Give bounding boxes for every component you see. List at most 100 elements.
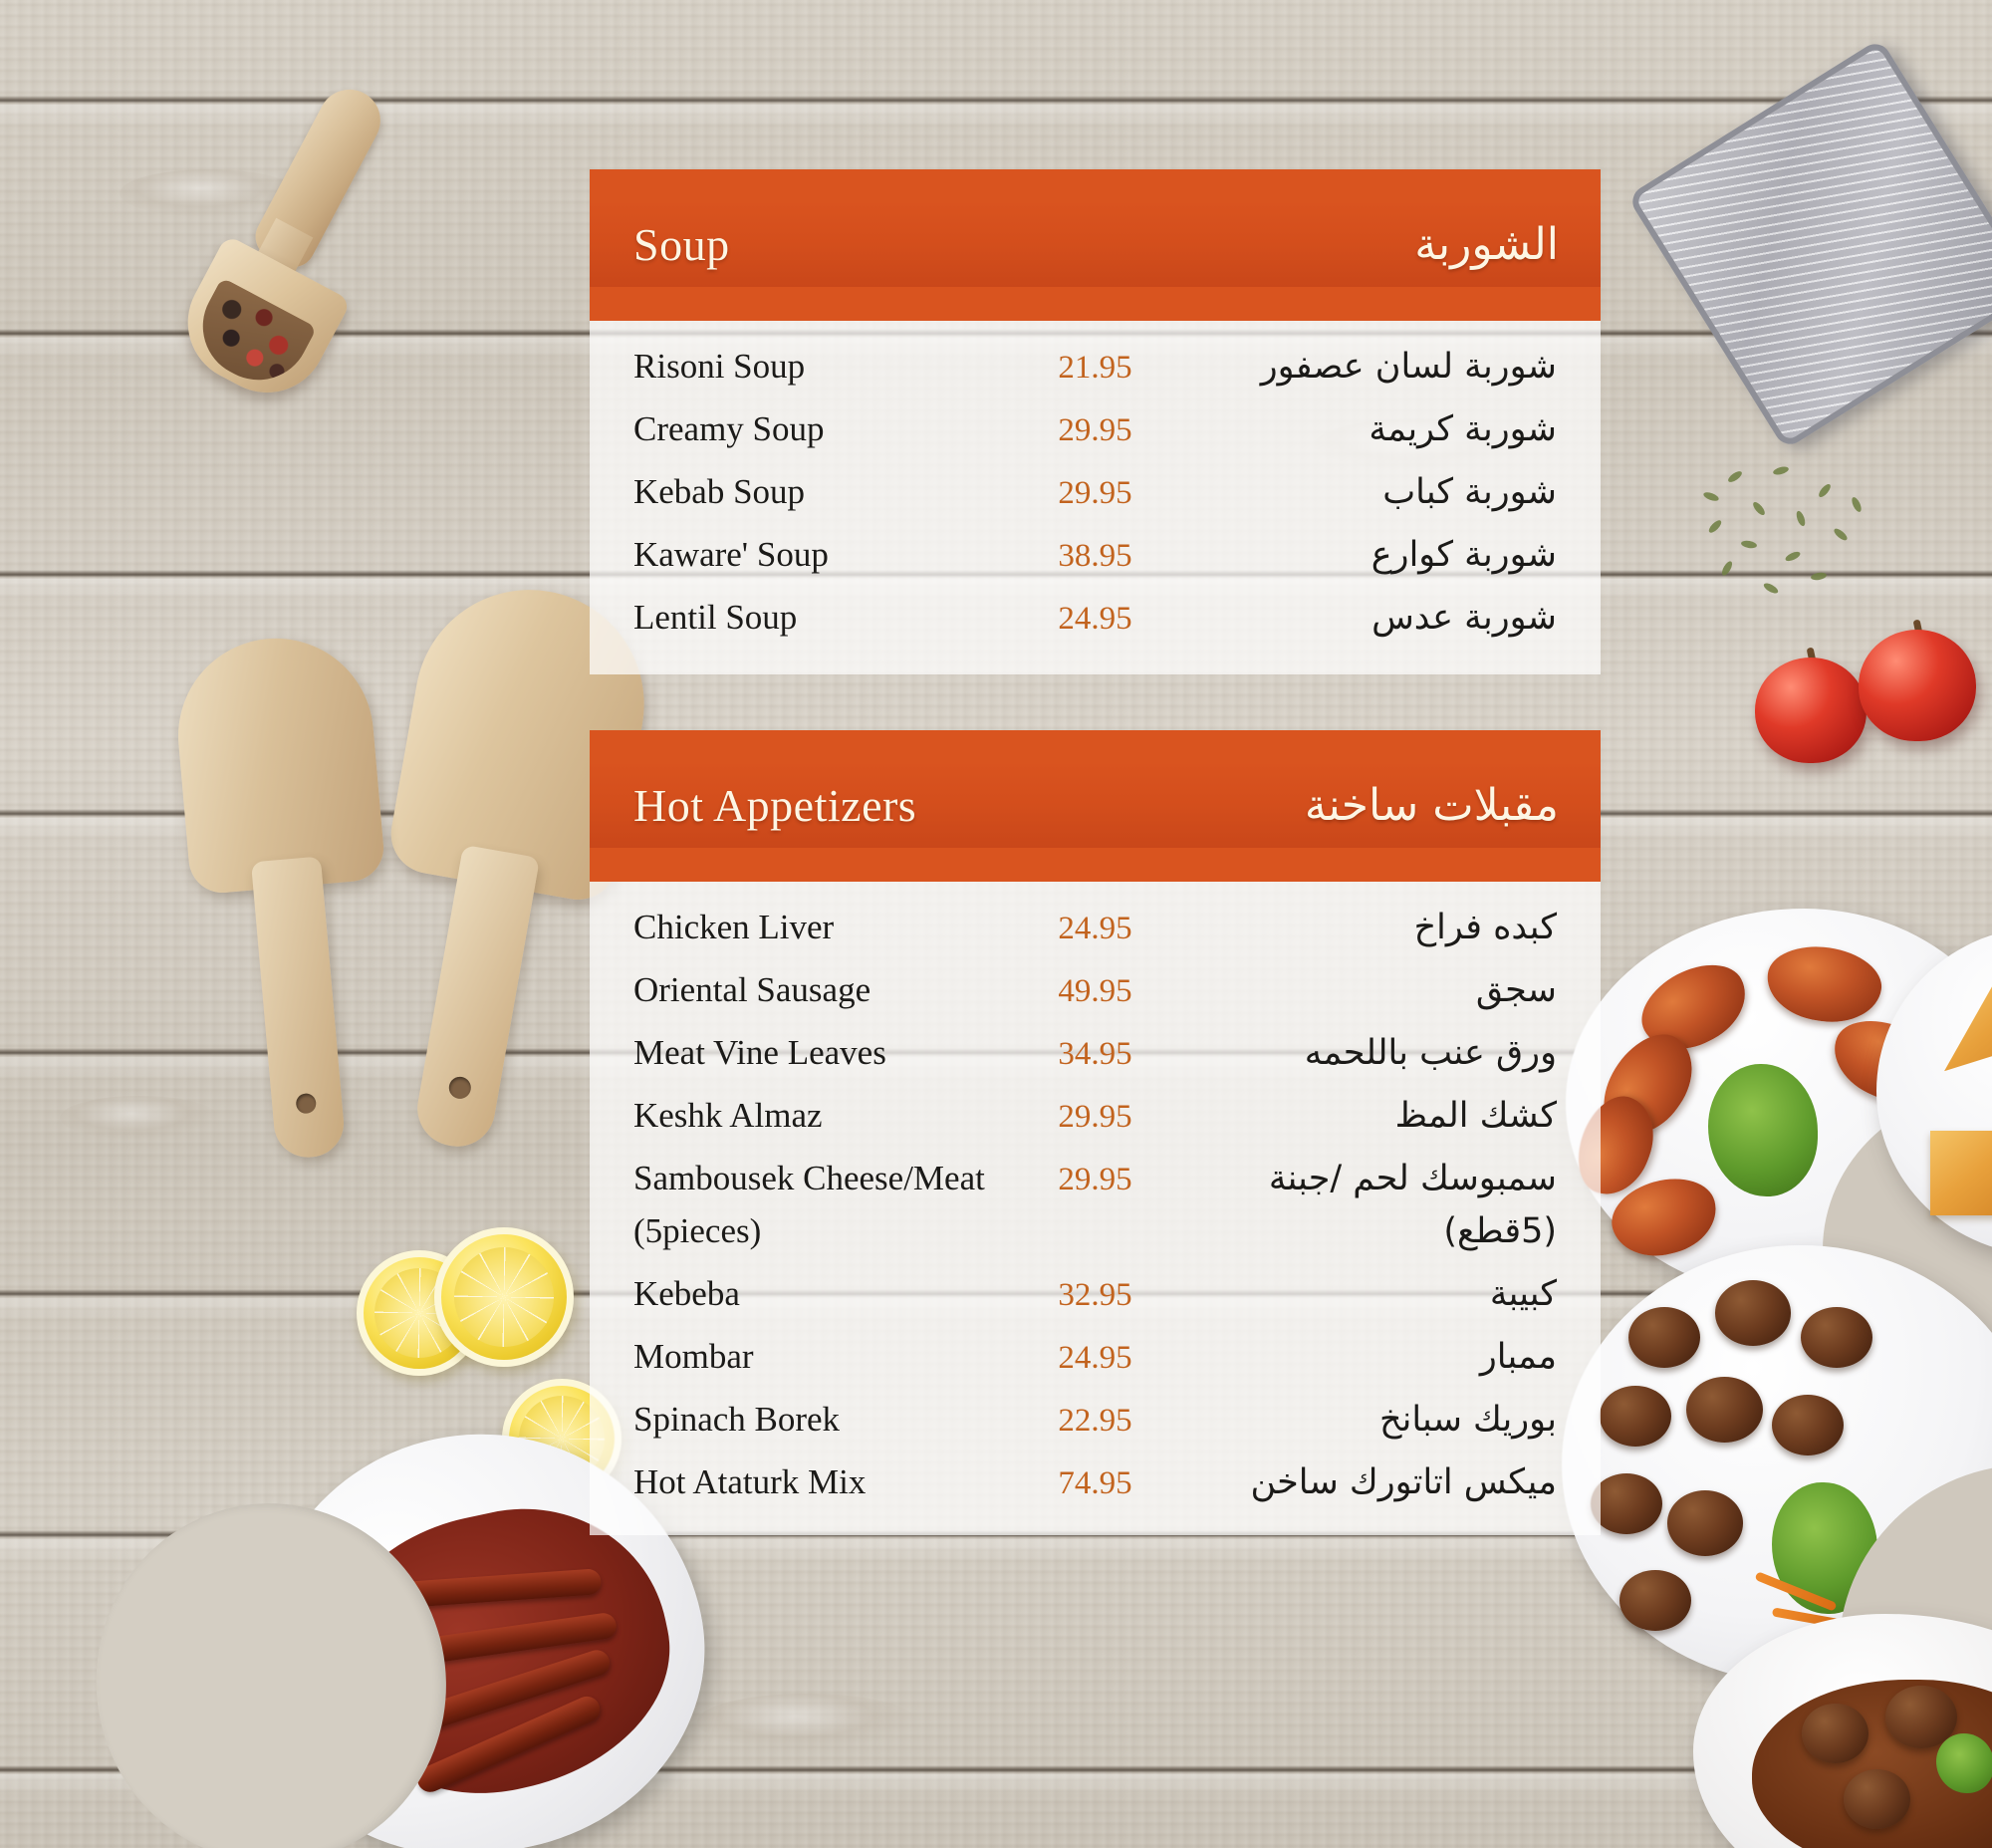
menu-item-row[interactable]: Hot Ataturk Mix 74.95 ميكس اتاتورك ساخن (633, 1451, 1557, 1513)
spatula-handle (250, 856, 347, 1161)
menu-item-row[interactable]: Kebeba 32.95 كبيبة (633, 1262, 1557, 1325)
menu-item-row[interactable]: Risoni Soup 21.95 شوربة لسان عصفور (633, 335, 1557, 397)
item-name-ar: شوربة كوارع (1370, 535, 1557, 575)
menu-item-row[interactable]: Spinach Borek 22.95 بوريك سبانخ (633, 1388, 1557, 1451)
section-title-en: Soup (633, 219, 730, 270)
item-name-ar: شوربة عدس (1371, 598, 1557, 638)
spatula-blade (169, 630, 386, 896)
item-name-en: Kebeba (633, 1274, 740, 1313)
item-price: 29.95 (1058, 1162, 1132, 1197)
item-price: 29.95 (1058, 475, 1132, 511)
item-price: 74.95 (1058, 1465, 1132, 1501)
meatball (1714, 1280, 1792, 1347)
lemon-segments (453, 1246, 555, 1348)
red-apple (1859, 619, 1976, 741)
item-name-ar: ميكس اتاتورك ساخن (1250, 1462, 1557, 1502)
item-price: 49.95 (1058, 973, 1132, 1009)
wood-knot (60, 1096, 219, 1140)
menu-item-row[interactable]: Oriental Sausage 49.95 سجق (633, 958, 1557, 1021)
item-price: 32.95 (1058, 1277, 1132, 1313)
ornamental-border-bottom (590, 287, 1601, 321)
apple-body (1859, 630, 1976, 741)
meatball (1628, 1306, 1701, 1369)
item-name-ar: شوربة لسان عصفور (1260, 347, 1557, 387)
section-title-ar: الشوربة (1414, 219, 1559, 270)
item-name-ar: بوريك سبانخ (1379, 1400, 1557, 1440)
item-name-en: Kaware' Soup (633, 535, 829, 574)
menu-section-soup: Soup الشوربة Risoni Soup 21.95 شوربة لسا… (590, 169, 1601, 674)
item-name-en: Chicken Liver (633, 908, 835, 946)
meatball (1685, 1377, 1763, 1443)
section-title-en: Hot Appetizers (633, 780, 917, 831)
item-name-ar: سمبوسك لحم /جبنة (1268, 1159, 1557, 1198)
menu-item-row[interactable]: Keshk Almaz 29.95 كشك المظ (633, 1084, 1557, 1147)
meatball (1590, 1472, 1662, 1535)
item-name-en: Lentil Soup (633, 598, 798, 637)
item-price: 22.95 (1058, 1403, 1132, 1439)
item-name-ar: سجق (1475, 970, 1557, 1010)
ornamental-border-top (590, 169, 1601, 203)
wooden-spatula (156, 629, 431, 1185)
item-price: 29.95 (1058, 412, 1132, 448)
pastry-platter (1876, 926, 1992, 1255)
wood-knot (697, 1694, 916, 1749)
item-name-en: Kebab Soup (633, 472, 806, 511)
ornamental-border-top (590, 730, 1601, 764)
meat-chunk (1802, 1704, 1869, 1763)
item-name-ar: (5قطع) (1443, 1211, 1557, 1251)
meat-chunk (1885, 1686, 1957, 1748)
item-name-ar: كبيبة (1489, 1274, 1557, 1314)
item-name-en: Hot Ataturk Mix (633, 1462, 867, 1501)
item-name-en: Meat Vine Leaves (633, 1033, 886, 1072)
hot-appetizers-items-panel: Chicken Liver 24.95 كبده فراخ Oriental S… (590, 882, 1601, 1535)
item-name-en: Creamy Soup (633, 409, 825, 448)
item-price: 38.95 (1058, 538, 1132, 574)
item-name-en: Keshk Almaz (633, 1096, 823, 1135)
meatball (1618, 1569, 1691, 1632)
item-price: 24.95 (1058, 601, 1132, 637)
item-name-ar: ممبار (1479, 1337, 1557, 1377)
item-name-en: Oriental Sausage (633, 970, 872, 1009)
meatball (1772, 1394, 1845, 1456)
parsley-garnish (1935, 1733, 1992, 1793)
meat-chunk (1844, 1769, 1911, 1829)
menu-item-row[interactable]: Lentil Soup 24.95 شوربة عدس (633, 586, 1557, 649)
meatball (1666, 1490, 1744, 1557)
meatball (1801, 1306, 1872, 1369)
item-name-ar: ورق عنب باللحمه (1304, 1033, 1557, 1073)
section-header-hot-appetizers: Hot Appetizers مقبلات ساخنة (590, 764, 1601, 848)
ornamental-border-bottom (590, 848, 1601, 882)
apple-body (1755, 658, 1867, 763)
menu-item-row[interactable]: Kaware' Soup 38.95 شوربة كوارع (633, 523, 1557, 586)
red-apple (1755, 647, 1867, 763)
item-price: 21.95 (1058, 350, 1132, 386)
menu-section-hot-appetizers: Hot Appetizers مقبلات ساخنة Chicken Live… (590, 730, 1601, 1535)
item-price: 24.95 (1058, 911, 1132, 946)
item-name-ar: كشك المظ (1394, 1096, 1557, 1136)
stew-platter (1693, 1614, 1992, 1848)
soup-items-panel: Risoni Soup 21.95 شوربة لسان عصفور Cream… (590, 321, 1601, 674)
item-name-ar: كبده فراخ (1413, 908, 1557, 947)
item-name-en: Risoni Soup (633, 347, 806, 386)
menu-item-row[interactable]: Creamy Soup 29.95 شوربة كريمة (633, 397, 1557, 460)
item-name-en: Spinach Borek (633, 1400, 841, 1439)
spatula-handle (411, 844, 541, 1153)
sambousek-pastry (1930, 1130, 1992, 1216)
parsley-garnish (1707, 1064, 1818, 1196)
item-name-ar: شوربة كباب (1382, 472, 1557, 512)
menu-item-row[interactable]: Chicken Liver 24.95 كبده فراخ (633, 896, 1557, 958)
menu-item-row[interactable]: Kebab Soup 29.95 شوربة كباب (633, 460, 1557, 523)
section-header-soup: Soup الشوربة (590, 203, 1601, 287)
item-price: 34.95 (1058, 1036, 1132, 1072)
menu-item-row[interactable]: Sambousek Cheese/Meat 29.95 سمبوسك لحم /… (633, 1147, 1557, 1209)
item-name-en: Mombar (633, 1337, 754, 1376)
plank-seam (0, 96, 1992, 105)
meatball (1600, 1385, 1672, 1448)
lemon-half (434, 1227, 574, 1367)
menu-item-row[interactable]: Mombar 24.95 ممبار (633, 1325, 1557, 1388)
menu-item-row-continuation: (5pieces) (5قطع) (633, 1209, 1557, 1262)
section-title-ar: مقبلات ساخنة (1304, 780, 1559, 831)
item-price: 29.95 (1058, 1099, 1132, 1135)
menu-item-row[interactable]: Meat Vine Leaves 34.95 ورق عنب باللحمه (633, 1021, 1557, 1084)
item-name-en: Sambousek Cheese/Meat (633, 1159, 985, 1197)
